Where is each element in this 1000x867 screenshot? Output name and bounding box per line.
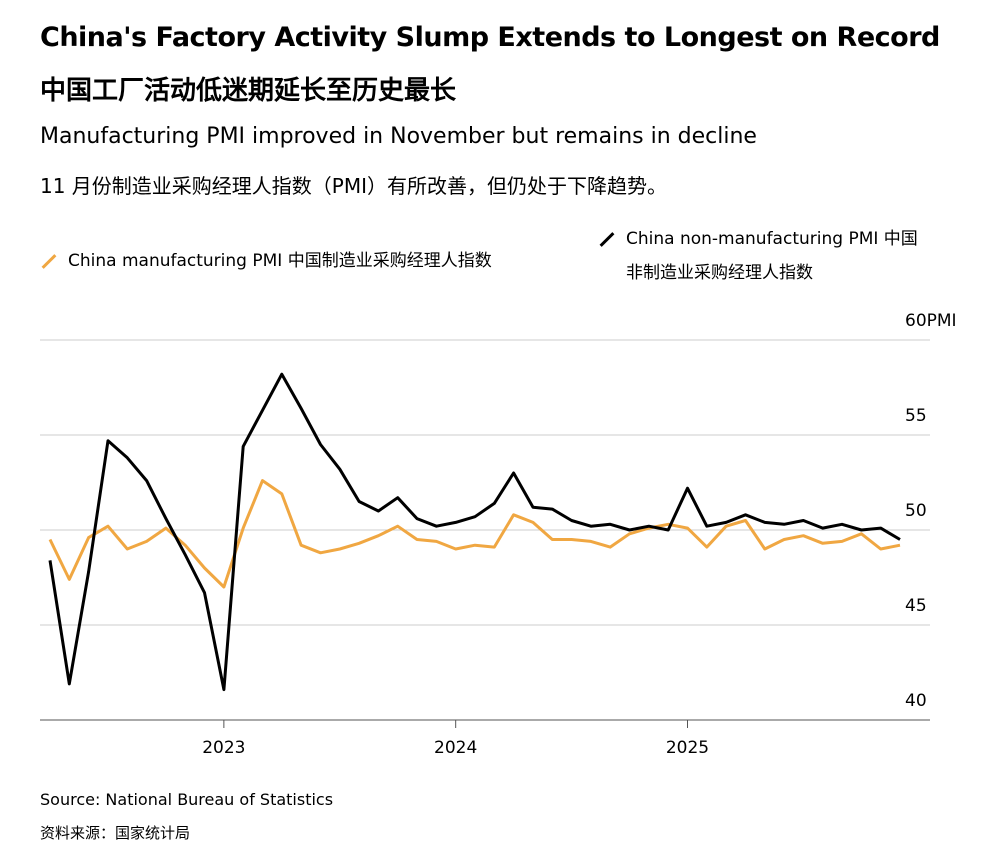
legend-entry: China manufacturing PMI 中国制造业采购经理人指数 [40, 244, 492, 278]
data-line [48, 479, 901, 589]
chart-title: China's Factory Activity Slump Extends t… [40, 22, 940, 53]
legend-label: China manufacturing PMI 中国制造业采购经理人指数 [68, 251, 492, 271]
source: Source: National Bureau of Statistics [40, 790, 334, 809]
source: 资料来源：国家统计局 [40, 824, 191, 842]
chart-description: 11 月份制造业采购经理人指数（PMI）有所改善，但仍处于下降趋势。 [40, 174, 668, 198]
x-tick-label: 2024 [434, 738, 477, 758]
legend-label: China non-manufacturing PMI 中国非制造业采购经理人指… [626, 229, 918, 283]
y-tick-label: 45 [905, 596, 927, 616]
chart-subtitle: 中国工厂活动低迷期延长至历史最长 [40, 76, 457, 106]
data-line [48, 372, 901, 692]
y-tick-label: 55 [905, 406, 927, 426]
x-tick-label: 2025 [666, 738, 709, 758]
y-tick-label: 50 [905, 501, 927, 521]
legend-entry: China non-manufacturing PMI 中国非制造业采购经理人指… [598, 222, 928, 290]
plot: 40 45 50 55 60PMI 2023 2024 2025 [40, 311, 957, 758]
x-tick-label: 2023 [202, 738, 245, 758]
y-tick-label: 40 [905, 691, 927, 711]
y-tick-label: 60PMI [905, 311, 957, 331]
chart-description: Manufacturing PMI improved in November b… [40, 124, 757, 149]
